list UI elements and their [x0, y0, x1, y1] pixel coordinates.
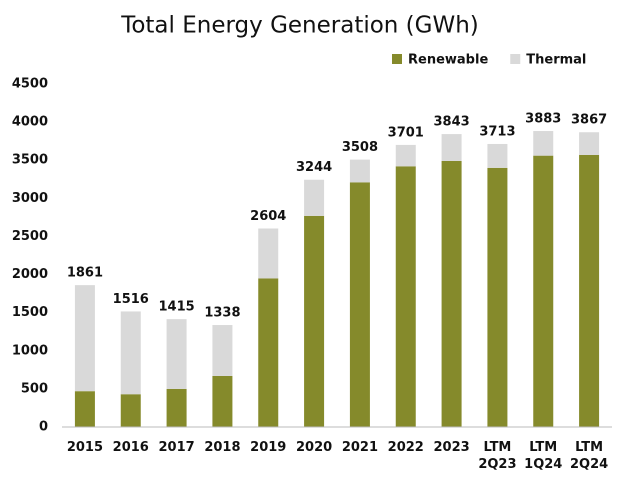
bar-segment — [166, 319, 187, 389]
bar-segment — [74, 285, 95, 392]
x-tick-label: 2018 — [204, 440, 241, 455]
bar-segment — [74, 391, 95, 427]
y-tick-label: 4000 — [12, 115, 48, 130]
chart-title: Total Energy Generation (GWh) — [120, 13, 479, 39]
y-tick-label: 2000 — [12, 267, 48, 282]
total-label: 3843 — [433, 115, 469, 130]
x-tick-label: LTM 2Q24 — [569, 440, 609, 472]
legend-swatch — [510, 54, 521, 64]
y-tick-label: 1500 — [12, 305, 48, 320]
bar-segment — [120, 311, 141, 395]
bar-segment — [487, 143, 508, 168]
x-tick-label: 2021 — [341, 440, 378, 455]
bar-segment — [579, 154, 600, 428]
bar-segment — [487, 167, 508, 427]
y-tick-label: 2500 — [12, 229, 48, 244]
bar-segment — [349, 159, 370, 183]
bar-segment — [395, 144, 416, 167]
x-tick-label: 2015 — [66, 440, 103, 455]
total-label: 3867 — [571, 113, 607, 128]
bar-segment — [349, 182, 370, 427]
bar-segment — [441, 160, 462, 428]
x-tick-label: 2016 — [112, 440, 149, 455]
bar-segment — [441, 134, 462, 161]
y-tick-label: 500 — [21, 381, 48, 396]
x-tick-label: 2017 — [158, 440, 195, 455]
y-tick-label: 3500 — [12, 153, 48, 168]
legend-swatch — [392, 54, 402, 64]
legend-label: Thermal — [526, 53, 586, 68]
bar-segment — [304, 179, 325, 216]
bar-segment — [258, 278, 279, 427]
total-label: 2604 — [250, 209, 286, 224]
x-tick-label: 2022 — [387, 440, 424, 455]
bar-segment — [533, 131, 554, 156]
x-tick-label: LTM 2Q23 — [478, 440, 517, 472]
total-label: 1861 — [67, 266, 103, 281]
x-tick-label: 2019 — [250, 440, 287, 455]
y-tick-label: 0 — [39, 420, 48, 435]
bar-segment — [120, 394, 141, 427]
bar-segment — [579, 132, 600, 155]
total-label: 1338 — [204, 306, 240, 321]
bar-segment — [258, 228, 279, 279]
total-label: 3244 — [296, 160, 332, 175]
total-label: 3508 — [342, 140, 378, 155]
total-label: 1415 — [158, 300, 194, 315]
x-tick-label: 2020 — [295, 440, 333, 455]
bar-segment — [533, 155, 554, 427]
y-tick-label: 1000 — [12, 343, 48, 358]
bar-segment — [304, 215, 325, 427]
bar-segment — [212, 375, 233, 427]
bar-segment — [395, 166, 416, 427]
x-tick-label: LTM 1Q24 — [524, 440, 563, 472]
y-tick-label: 4500 — [12, 77, 48, 92]
y-tick-label: 3000 — [12, 191, 48, 206]
total-label: 3713 — [479, 124, 515, 139]
total-label: 3883 — [525, 112, 561, 127]
legend-label: Renewable — [408, 53, 488, 68]
bar-segment — [166, 388, 187, 427]
bar-segment — [212, 325, 233, 376]
total-label: 3701 — [388, 125, 424, 140]
total-label: 1516 — [113, 292, 149, 307]
x-tick-label: 2023 — [433, 440, 470, 455]
